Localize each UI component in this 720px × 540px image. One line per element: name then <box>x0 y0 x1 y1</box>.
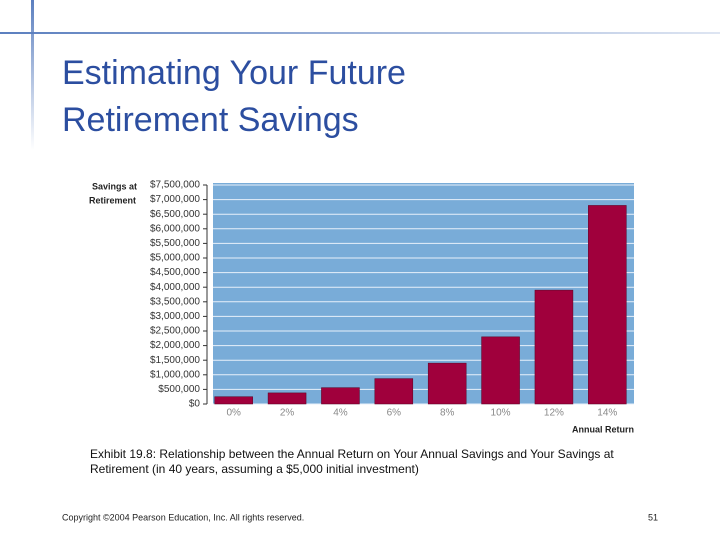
y-tick-label: $1,500,000 <box>150 355 200 366</box>
y-tick-label: $6,500,000 <box>150 209 200 220</box>
caption: Exhibit 19.8: Relationship between the A… <box>90 447 614 461</box>
y-tick-label: $0 <box>189 399 201 410</box>
caption: Retirement (in 40 years, assuming a $5,0… <box>90 462 419 476</box>
header-rule <box>0 32 720 34</box>
bar <box>321 387 360 405</box>
side-rule <box>31 0 34 150</box>
y-tick-label: $7,500,000 <box>150 180 200 191</box>
x-tick-label: 4% <box>333 408 348 419</box>
y-axis-title: Savings at <box>92 181 137 191</box>
y-tick-label: $3,000,000 <box>150 311 200 322</box>
y-tick-label: $2,000,000 <box>150 340 200 351</box>
x-tick-label: 8% <box>440 408 455 419</box>
y-axis-title: Retirement <box>89 195 136 205</box>
y-tick-label: $5,000,000 <box>150 253 200 264</box>
page-number: 51 <box>648 512 658 522</box>
bar <box>374 378 414 405</box>
slide-title: Estimating Your Future <box>62 54 406 92</box>
y-tick-label: $2,500,000 <box>150 326 200 337</box>
x-tick-label: 14% <box>597 408 617 419</box>
bar <box>534 289 574 405</box>
bar <box>427 362 467 405</box>
y-tick-label: $7,000,000 <box>150 194 200 205</box>
y-tick-label: $5,500,000 <box>150 238 200 249</box>
bar <box>481 336 520 405</box>
bar <box>267 392 307 405</box>
y-tick-label: $1,000,000 <box>150 369 200 380</box>
footer: Copyright ©2004 Pearson Education, Inc. … <box>62 512 304 522</box>
y-tick-label: $4,500,000 <box>150 267 200 278</box>
y-tick-label: $4,000,000 <box>150 282 200 293</box>
x-tick-label: 10% <box>491 408 511 419</box>
y-tick-label: $500,000 <box>158 384 200 395</box>
x-axis-title: Annual Return <box>572 424 634 434</box>
y-tick-label: $3,500,000 <box>150 296 200 307</box>
slide-title: Retirement Savings <box>62 101 359 139</box>
x-tick-label: 12% <box>544 408 564 419</box>
bar <box>588 205 627 405</box>
x-tick-label: 2% <box>280 408 295 419</box>
x-tick-label: 0% <box>226 408 241 419</box>
bar <box>214 396 253 405</box>
y-tick-label: $6,000,000 <box>150 223 200 234</box>
x-tick-label: 6% <box>387 408 402 419</box>
